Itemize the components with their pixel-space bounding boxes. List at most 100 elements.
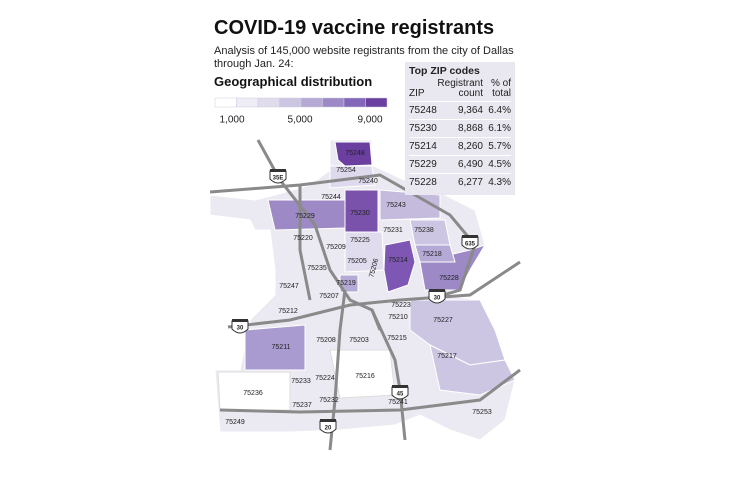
- table-row: 75248 9,364 6.4%: [409, 101, 511, 120]
- zip-label: 75212: [278, 308, 298, 315]
- legend-swatch: [214, 97, 237, 108]
- table-row: 75214 8,260 5.7%: [409, 137, 511, 156]
- zip-label: 75210: [388, 314, 408, 321]
- zip-label: 75216: [355, 373, 375, 380]
- zip-label: 75219: [336, 280, 356, 287]
- zip-label: 75233: [291, 378, 311, 385]
- table-title: Top ZIP codes: [409, 65, 480, 77]
- zip-label: 75253: [472, 409, 492, 416]
- highway: [219, 368, 521, 414]
- zip-label: 75231: [383, 227, 403, 234]
- table-cell: 75228: [409, 173, 438, 191]
- table-cell: 6,277: [437, 173, 483, 191]
- zip-label: 75220: [293, 235, 313, 242]
- table-cell: 4.5%: [483, 155, 511, 174]
- shield-top: [429, 289, 445, 292]
- highway-label: 30: [434, 296, 441, 302]
- table-cell: 8,260: [437, 137, 483, 156]
- legend-label: 9,000: [357, 115, 382, 126]
- zip-label: 75214: [388, 257, 408, 264]
- zip-label: 75205: [347, 258, 367, 265]
- zip-label: 75240: [358, 178, 378, 185]
- highway-label: 635: [465, 242, 476, 248]
- shield-top: [462, 235, 478, 238]
- table-cell: 75248: [409, 101, 438, 120]
- zip-label: 75218: [422, 251, 442, 258]
- table-cell: 6.1%: [483, 119, 511, 138]
- title: COVID-19 vaccine registrants: [214, 17, 495, 39]
- zip-label: 75247: [279, 283, 299, 290]
- zip-label: 75217: [437, 353, 457, 360]
- zip-label: 75227: [433, 317, 453, 324]
- legend-swatch: [257, 97, 280, 108]
- highway: [370, 309, 407, 441]
- table-cell: 4.3%: [483, 173, 511, 191]
- legend-swatch: [279, 97, 302, 108]
- legend-swatch: [300, 97, 323, 108]
- legend-label: 1,000: [219, 115, 244, 126]
- zip-area: [419, 244, 487, 291]
- zip-label: 75232: [319, 397, 339, 404]
- zip-label: 75207: [319, 293, 339, 300]
- column-header: Registrant count: [437, 78, 483, 99]
- legend: 1,000 5,000 9,000: [214, 97, 388, 126]
- zip-label: 75254: [336, 167, 356, 174]
- shield-top: [320, 419, 336, 422]
- zip-label: 75224: [315, 375, 335, 382]
- section-title: Geographical distribution: [214, 74, 373, 89]
- legend-swatch: [365, 97, 388, 108]
- subtitle: Analysis of 145,000 website registrants …: [214, 45, 514, 70]
- table-cell: 9,364: [437, 101, 483, 120]
- zip-label: 75243: [386, 202, 406, 209]
- zip-label: 75228: [439, 275, 459, 282]
- zip-label: 75236: [243, 390, 263, 397]
- zip-label: 75223: [391, 302, 411, 309]
- table-row: 75228 6,277 4.3%: [409, 173, 511, 191]
- shield-top: [232, 319, 248, 322]
- table-cell: 6.4%: [483, 101, 511, 120]
- table-cell: 75230: [409, 119, 438, 138]
- table-cell: 5.7%: [483, 137, 511, 156]
- highway-label: 35E: [273, 176, 284, 182]
- zip-area: [344, 231, 385, 273]
- highway: [227, 260, 521, 329]
- highway-shields: 35E 635 30 30 45 20: [231, 169, 479, 434]
- zip-label: 75235: [307, 265, 327, 272]
- shield-top: [392, 385, 408, 388]
- legend-swatch: [236, 97, 259, 108]
- zip-label: 75229: [295, 213, 315, 220]
- top-zip-table: Top ZIP codes ZIP Registrant count % of to…: [405, 62, 515, 195]
- column-header: ZIP: [409, 88, 425, 99]
- shield: [461, 236, 479, 250]
- highway-label: 20: [325, 426, 332, 432]
- table-cell: 75229: [409, 155, 438, 174]
- table-cell: 6,490: [437, 155, 483, 174]
- legend-swatch: [343, 97, 366, 108]
- shield-top: [270, 169, 286, 172]
- zip-label: 75203: [349, 337, 369, 344]
- shield: [391, 386, 409, 400]
- shield: [269, 170, 287, 184]
- highway: [439, 244, 477, 298]
- zip-label: 75238: [414, 227, 434, 234]
- table-cell: 75214: [409, 137, 438, 156]
- highway: [298, 185, 312, 301]
- highway-label: 30: [237, 326, 244, 332]
- legend-swatch: [322, 97, 345, 108]
- shield: [428, 290, 446, 304]
- zip-area: [244, 324, 306, 371]
- legend-label: 5,000: [287, 115, 312, 126]
- table: ZIP Registrant count % of total 75248 9,364…: [409, 79, 511, 191]
- zip-label: 75244: [321, 194, 341, 201]
- shield: [231, 320, 249, 334]
- zip-label: 75206: [368, 258, 380, 279]
- zip-label: 75249: [225, 419, 245, 426]
- zip-area: [217, 371, 291, 411]
- table-cell: 8,868: [437, 119, 483, 138]
- zip-label: 75248: [345, 150, 365, 157]
- highway-label: 45: [397, 392, 404, 398]
- zip-label: 75237: [292, 402, 312, 409]
- table-row: 75229 6,490 4.5%: [409, 155, 511, 174]
